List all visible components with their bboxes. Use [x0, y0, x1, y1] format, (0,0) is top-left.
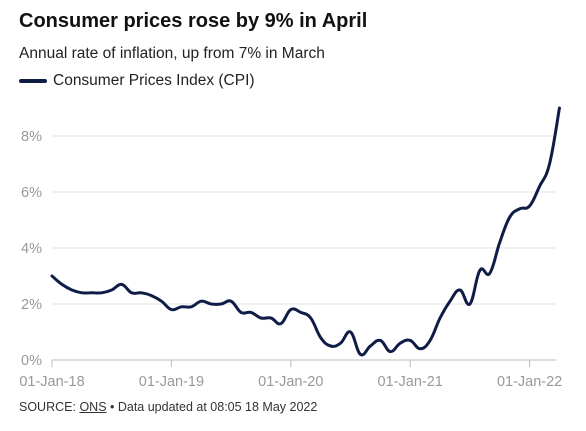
data-point — [279, 322, 283, 326]
x-tick-label: 01-Jan-21 — [378, 374, 443, 390]
data-point — [358, 352, 362, 356]
data-point — [199, 299, 203, 303]
data-point — [189, 305, 193, 309]
legend: Consumer Prices Index (CPI) — [19, 72, 255, 90]
chart-subtitle: Annual rate of inflation, up from 7% in … — [19, 45, 325, 62]
data-point — [169, 308, 173, 312]
data-point — [309, 316, 313, 320]
data-point — [428, 338, 432, 342]
data-point — [229, 299, 233, 303]
gridlines — [52, 135, 556, 305]
data-point — [528, 204, 532, 208]
legend-swatch — [19, 79, 47, 83]
data-point — [269, 316, 273, 320]
series-line-cpi — [50, 106, 561, 357]
data-point — [368, 344, 372, 348]
y-tick-label: 8% — [21, 129, 42, 145]
data-point — [110, 288, 114, 292]
data-point — [438, 316, 442, 320]
data-point — [179, 305, 183, 309]
data-point — [339, 341, 343, 345]
data-point — [70, 288, 74, 292]
data-point — [378, 338, 382, 342]
data-point — [398, 341, 402, 345]
y-tick-label: 0% — [21, 353, 42, 369]
data-point — [120, 282, 124, 286]
data-point — [289, 308, 293, 312]
source-link[interactable]: ONS — [79, 400, 107, 414]
data-point — [80, 291, 84, 295]
y-tick-label: 2% — [21, 297, 42, 313]
source-footer: SOURCE: ONS • Data updated at 08:05 18 M… — [19, 400, 317, 414]
data-updated-text: • Data updated at 08:05 18 May 2022 — [106, 400, 318, 414]
data-point — [140, 291, 144, 295]
data-point — [100, 291, 104, 295]
data-point — [498, 240, 502, 244]
data-point — [150, 294, 154, 298]
series-layer — [50, 106, 561, 357]
chart-title: Consumer prices rose by 9% in April — [19, 10, 368, 32]
data-point — [478, 268, 482, 272]
y-tick-label: 6% — [21, 185, 42, 201]
data-point — [239, 310, 243, 314]
data-point — [249, 310, 253, 314]
data-point — [50, 274, 54, 278]
data-point — [557, 106, 561, 110]
data-point — [130, 291, 134, 295]
source-prefix: SOURCE: — [19, 400, 80, 414]
data-point — [259, 316, 263, 320]
x-tick-label: 01-Jan-20 — [258, 374, 323, 390]
data-point — [329, 344, 333, 348]
data-point — [518, 207, 522, 211]
y-tick-label: 4% — [21, 241, 42, 257]
data-point — [209, 302, 213, 306]
x-tick-label: 01-Jan-18 — [19, 374, 84, 390]
data-point — [299, 310, 303, 314]
data-point — [508, 215, 512, 219]
data-point — [349, 330, 353, 334]
data-point — [468, 302, 472, 306]
axes: 0% 2% 4% 6% 8% 01-Jan-18 01-Jan-19 01-Jan-20 01-… — [19, 129, 562, 390]
data-point — [90, 291, 94, 295]
data-point — [159, 299, 163, 303]
data-point — [488, 271, 492, 275]
data-point — [60, 282, 64, 286]
x-tick-label: 01-Jan-22 — [497, 374, 562, 390]
data-point — [458, 288, 462, 292]
data-point — [388, 350, 392, 354]
data-point — [319, 336, 323, 340]
data-point — [408, 338, 412, 342]
x-tick-label: 01-Jan-19 — [139, 374, 204, 390]
data-point — [448, 299, 452, 303]
legend-label: Consumer Prices Index (CPI) — [53, 72, 255, 89]
data-point — [538, 184, 542, 188]
data-point — [418, 347, 422, 351]
data-point — [548, 162, 552, 166]
data-point — [219, 302, 223, 306]
